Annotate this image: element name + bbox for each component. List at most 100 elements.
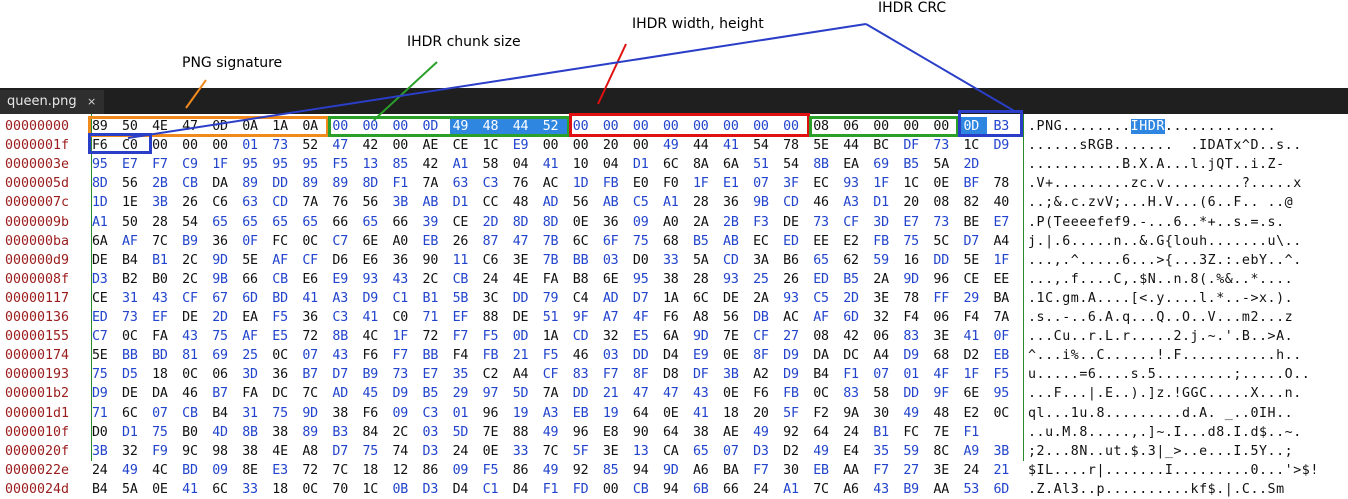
- hex-byte[interactable]: B3: [993, 119, 1010, 134]
- hex-byte[interactable]: 18: [272, 481, 288, 497]
- hex-byte[interactable]: 2C: [422, 271, 439, 287]
- hex-byte[interactable]: 95: [302, 157, 318, 173]
- hex-byte[interactable]: 83: [903, 329, 919, 345]
- hex-byte[interactable]: D3: [753, 443, 769, 459]
- hex-byte[interactable]: 64: [813, 424, 829, 440]
- hex-byte[interactable]: EF: [452, 310, 469, 325]
- hex-byte[interactable]: CB: [632, 481, 649, 497]
- hex-byte[interactable]: 24: [753, 481, 769, 497]
- hex-byte[interactable]: 8B: [813, 157, 829, 173]
- hex-byte[interactable]: 66: [723, 481, 739, 497]
- hex-byte[interactable]: 5E: [813, 138, 829, 154]
- hex-byte[interactable]: 72: [302, 329, 318, 345]
- hex-byte[interactable]: 66: [392, 214, 409, 230]
- ascii-column[interactable]: j.|.6.....n..&.G{louh.......u\..: [1028, 233, 1302, 249]
- hex-byte[interactable]: 29: [452, 386, 469, 402]
- hex-byte[interactable]: 75: [272, 405, 288, 421]
- hex-byte[interactable]: BA: [993, 290, 1010, 306]
- hex-byte[interactable]: 27: [783, 329, 799, 345]
- hex-row[interactable]: 0000007c 1D 1E 3B 26 C6 63 CD 7A 76 56 3B AB D1 CC 48 AD…: [0, 193, 1348, 212]
- hex-byte[interactable]: CE: [963, 271, 980, 287]
- hex-byte[interactable]: D8: [662, 367, 679, 383]
- ascii-column[interactable]: $IL....r|.......I.........0...'>$!: [1028, 462, 1319, 478]
- hex-byte[interactable]: 7A: [422, 176, 439, 192]
- hex-row[interactable]: 0000022e 24 49 4C BD 09 8E E3 72 7C 18 12 86 09 F5 86 49…: [0, 461, 1348, 480]
- hex-byte[interactable]: AC: [542, 176, 559, 192]
- hex-byte[interactable]: 41: [693, 405, 709, 421]
- hex-byte[interactable]: 0E: [482, 443, 499, 459]
- hex-byte[interactable]: D7: [963, 233, 980, 249]
- hex-byte[interactable]: 48: [512, 195, 529, 211]
- hex-byte[interactable]: 33: [512, 443, 529, 459]
- hex-byte[interactable]: 36: [602, 214, 619, 230]
- hex-byte[interactable]: 49: [753, 424, 769, 440]
- hex-byte[interactable]: 16: [903, 252, 919, 268]
- hex-byte[interactable]: 67: [212, 290, 228, 306]
- hex-byte[interactable]: F1: [843, 367, 859, 383]
- hex-byte[interactable]: 54: [182, 214, 198, 230]
- hex-byte[interactable]: 63: [452, 176, 469, 192]
- hex-byte[interactable]: E2: [843, 233, 859, 249]
- hex-byte[interactable]: 18: [362, 462, 379, 478]
- hex-byte[interactable]: AD: [332, 386, 349, 402]
- hex-byte[interactable]: B7: [212, 386, 228, 402]
- hex-byte[interactable]: A0: [662, 214, 679, 230]
- hex-byte[interactable]: 25: [242, 348, 258, 364]
- hex-row[interactable]: 000001b2 D9 DE DA 46 B7 FA DC 7C AD 45 D9 B5 29 97 5D 7A…: [0, 384, 1348, 403]
- hex-byte[interactable]: EE: [993, 271, 1010, 287]
- hex-byte[interactable]: 75: [92, 367, 108, 383]
- ascii-column[interactable]: u.....=6....s.5.........;.....O..: [1028, 367, 1311, 383]
- hex-byte[interactable]: 1A: [542, 329, 559, 345]
- hex-byte[interactable]: E1: [723, 176, 739, 192]
- hex-byte[interactable]: 5C: [933, 233, 950, 249]
- ascii-column[interactable]: .Z.Al3..p..........kf$.|.C..Sm: [1028, 481, 1285, 497]
- hex-byte[interactable]: 46: [572, 348, 589, 364]
- hex-byte[interactable]: 26: [452, 233, 469, 249]
- hex-byte[interactable]: E8: [602, 424, 619, 440]
- hex-byte[interactable]: B3: [332, 424, 349, 440]
- hex-byte[interactable]: F5: [272, 310, 288, 325]
- hex-byte[interactable]: 0C: [182, 367, 198, 383]
- hex-byte[interactable]: 2A: [693, 214, 709, 230]
- hex-byte[interactable]: BB: [122, 348, 138, 364]
- hex-byte[interactable]: BE: [963, 214, 980, 230]
- hex-byte[interactable]: C7: [332, 233, 349, 249]
- hex-byte[interactable]: DA: [152, 386, 168, 402]
- hex-byte[interactable]: E5: [272, 329, 288, 345]
- hex-byte[interactable]: 54: [753, 138, 769, 154]
- hex-byte[interactable]: D1: [452, 195, 469, 211]
- hex-byte[interactable]: D6: [332, 252, 349, 268]
- hex-byte[interactable]: 86: [512, 462, 529, 478]
- hex-byte[interactable]: 3E: [512, 252, 529, 268]
- hex-byte[interactable]: DD: [272, 176, 288, 192]
- hex-byte[interactable]: 5F: [572, 443, 589, 459]
- ascii-column[interactable]: ......sRGB....... .IDATx^D..s..: [1028, 138, 1302, 154]
- hex-byte[interactable]: 5E: [242, 252, 258, 268]
- hex-byte[interactable]: DB: [753, 310, 769, 325]
- hex-byte[interactable]: E6: [302, 271, 318, 287]
- hex-byte[interactable]: 35: [873, 443, 889, 459]
- hex-byte[interactable]: 1E: [122, 195, 138, 211]
- hex-byte[interactable]: 6A: [723, 157, 739, 173]
- hex-byte[interactable]: 09: [452, 462, 469, 478]
- hex-byte[interactable]: 63: [242, 195, 258, 211]
- hex-byte[interactable]: 8F: [632, 367, 649, 383]
- hex-byte[interactable]: DE: [122, 386, 138, 402]
- hex-byte[interactable]: 49: [542, 462, 559, 478]
- hex-byte[interactable]: 97: [482, 386, 499, 402]
- hex-byte[interactable]: 1F: [212, 157, 228, 173]
- hex-byte[interactable]: 89: [242, 176, 258, 192]
- hex-byte[interactable]: B8: [572, 271, 589, 287]
- hex-byte[interactable]: 43: [332, 348, 349, 364]
- hex-byte[interactable]: B1: [873, 424, 889, 440]
- hex-byte[interactable]: 46: [182, 386, 198, 402]
- hex-byte[interactable]: E7: [422, 367, 439, 383]
- hex-byte[interactable]: AF: [813, 310, 829, 325]
- hex-byte[interactable]: 73: [392, 367, 409, 383]
- hex-byte[interactable]: AB: [602, 195, 619, 211]
- hex-byte[interactable]: 0C: [993, 405, 1010, 421]
- hex-byte[interactable]: 51: [542, 310, 559, 325]
- hex-byte[interactable]: E2: [963, 405, 980, 421]
- hex-byte[interactable]: B0: [182, 424, 198, 440]
- hex-byte[interactable]: DF: [903, 138, 919, 154]
